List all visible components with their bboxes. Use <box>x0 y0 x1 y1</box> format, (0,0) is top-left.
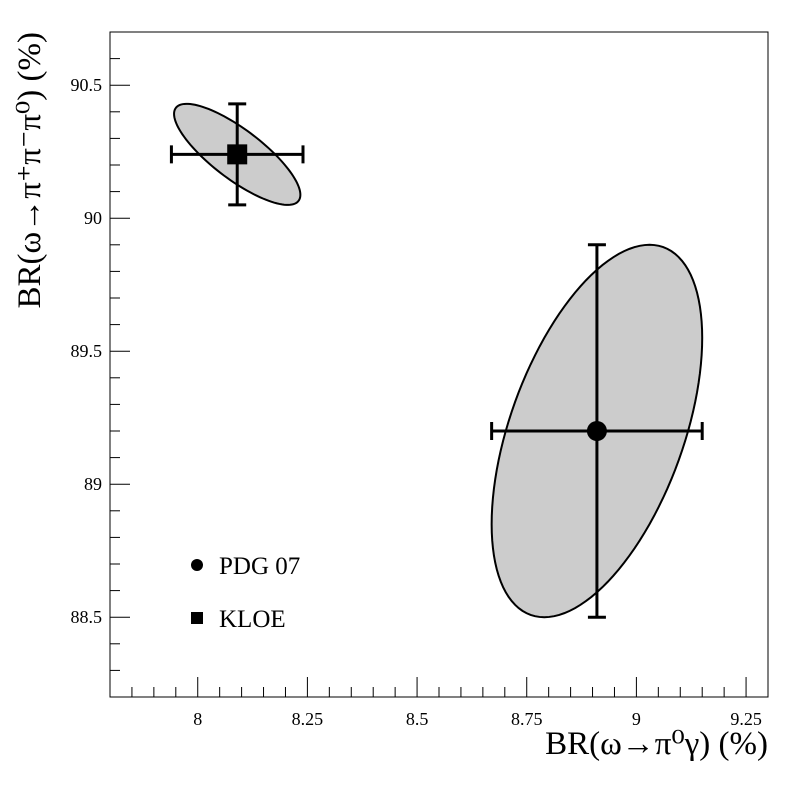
y-axis-label: BR(ω→π⁺π⁻π⁰) (%) <box>12 32 48 309</box>
y-tick-label: 89 <box>84 474 102 494</box>
y-tick-label: 88.5 <box>71 607 103 627</box>
x-tick-label: 9 <box>632 709 641 729</box>
y-tick-label: 90.5 <box>71 75 103 95</box>
x-axis-tick-labels: 8 8.25 8.5 8.75 9 9.25 <box>193 709 762 729</box>
data-markers <box>227 144 607 441</box>
x-tick-label: 8.25 <box>292 709 324 729</box>
y-axis-ticks <box>110 31 130 698</box>
y-tick-label: 90 <box>84 208 102 228</box>
x-axis-ticks <box>109 677 769 697</box>
y-axis-tick-labels: 88.5 89 89.5 90 90.5 <box>71 75 103 627</box>
legend-label-kloe: KLOE <box>219 606 286 633</box>
x-tick-label: 9.25 <box>730 709 762 729</box>
legend-label-pdg-07: PDG 07 <box>219 553 300 580</box>
x-axis-label: BR(ω→π⁰γ) (%) <box>545 726 768 762</box>
confidence-ellipses <box>173 102 704 619</box>
x-tick-label: 8.5 <box>406 709 429 729</box>
point-pdg-07 <box>586 421 607 441</box>
y-tick-label: 89.5 <box>71 341 103 361</box>
x-tick-label: 8 <box>193 709 202 729</box>
legend-marker-pdg-07 <box>191 559 203 571</box>
legend: PDG 07 KLOE <box>191 553 300 633</box>
x-tick-label: 8.75 <box>511 709 543 729</box>
legend-marker-kloe <box>191 612 203 624</box>
point-kloe <box>227 144 248 165</box>
